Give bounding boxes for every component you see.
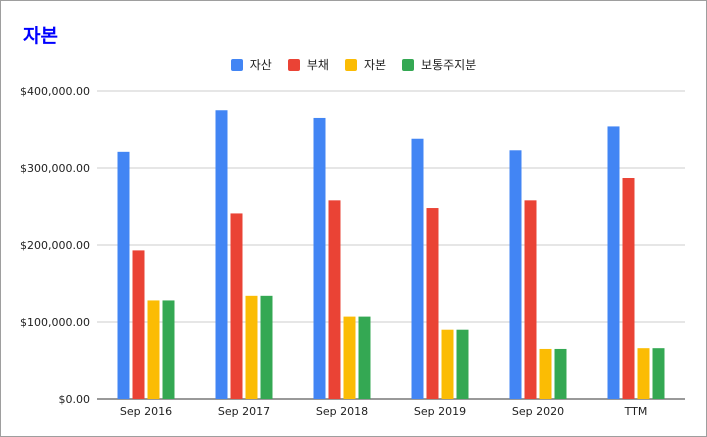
bar-3-1[interactable]	[260, 295, 273, 399]
bar-0-0[interactable]	[117, 151, 130, 399]
bar-0-2[interactable]	[313, 117, 326, 399]
bar-3-2[interactable]	[358, 316, 371, 399]
bar-0-3[interactable]	[411, 138, 424, 400]
bar-1-1[interactable]	[230, 213, 243, 399]
bar-1-2[interactable]	[328, 200, 341, 399]
bar-0-5[interactable]	[607, 126, 620, 400]
legend-item-0[interactable]: 자산	[230, 56, 272, 73]
x-tick-label: Sep 2017	[218, 405, 270, 418]
legend-item-2[interactable]: 자본	[344, 56, 387, 73]
bar-2-4[interactable]	[539, 348, 552, 399]
bar-1-0[interactable]	[132, 250, 145, 399]
legend-swatch	[287, 58, 300, 71]
bar-3-5[interactable]	[652, 348, 665, 399]
legend-swatch	[402, 58, 415, 71]
legend-label: 부채	[306, 58, 329, 72]
y-tick-label: $0.00	[59, 393, 91, 406]
y-tick-label: $300,000.00	[20, 162, 90, 175]
bar-2-5[interactable]	[637, 348, 650, 399]
bar-2-2[interactable]	[343, 316, 356, 399]
bar-1-4[interactable]	[524, 200, 537, 399]
bar-2-3[interactable]	[441, 329, 454, 399]
legend-swatch	[230, 58, 243, 71]
y-tick-label: $100,000.00	[20, 316, 90, 329]
legend-label: 보통주지분	[421, 58, 477, 72]
x-tick-label: Sep 2018	[316, 405, 368, 418]
legend-item-3[interactable]: 보통주지분	[402, 56, 476, 73]
legend-label: 자본	[363, 58, 387, 72]
legend-label: 자산	[249, 58, 272, 72]
x-tick-label: Sep 2016	[120, 405, 172, 418]
legend-swatch	[344, 58, 357, 71]
bar-0-1[interactable]	[215, 110, 228, 399]
chart-legend: 자산 부채 자본 보통주지분	[1, 56, 706, 73]
x-tick-label: Sep 2019	[414, 405, 466, 418]
bar-1-3[interactable]	[426, 208, 439, 399]
y-tick-label: $200,000.00	[20, 239, 90, 252]
chart-title: 자본	[23, 25, 58, 47]
bar-0-4[interactable]	[509, 150, 522, 399]
bar-3-0[interactable]	[162, 300, 175, 399]
x-tick-label: TTM	[624, 405, 648, 418]
legend-item-1[interactable]: 부채	[287, 56, 329, 73]
bar-2-1[interactable]	[245, 295, 258, 399]
x-tick-label: Sep 2020	[512, 405, 564, 418]
bar-3-4[interactable]	[554, 348, 567, 399]
y-tick-label: $400,000.00	[20, 85, 90, 98]
bar-2-0[interactable]	[147, 300, 160, 399]
bar-3-3[interactable]	[456, 329, 469, 399]
bar-1-5[interactable]	[622, 178, 635, 399]
